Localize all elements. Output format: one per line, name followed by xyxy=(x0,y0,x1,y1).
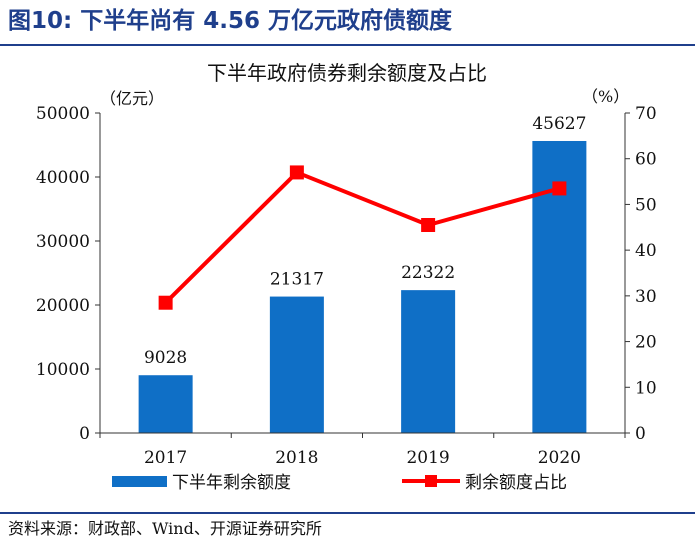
x-tick-label-2018: 2018 xyxy=(275,448,318,468)
ratio-line xyxy=(164,170,560,305)
x-tick-label-2017: 2017 xyxy=(144,448,187,468)
right-tick-label-20: 20 xyxy=(635,333,657,353)
bar-2018 xyxy=(269,296,324,433)
legend-bar-swatch xyxy=(112,476,167,487)
bar-value-label-2020: 45627 xyxy=(532,114,586,134)
source-note: 资料来源：财政部、Wind、开源证券研究所 xyxy=(8,519,322,538)
bar-data-labels: 9028 21317 22322 45627 xyxy=(144,114,586,368)
right-tick-label-0: 0 xyxy=(635,424,646,444)
left-tick-label-30000: 30000 xyxy=(36,232,90,252)
left-tick-label-40000: 40000 xyxy=(36,168,90,188)
ratio-point-2017 xyxy=(158,295,173,310)
bar-series xyxy=(138,140,587,434)
bar-value-label-2017: 9028 xyxy=(144,348,187,368)
legend-line-label: 剩余额度占比 xyxy=(465,473,567,493)
bar-2019 xyxy=(401,290,456,433)
source-rule xyxy=(0,512,695,514)
bar-2017 xyxy=(138,375,193,433)
left-tick-label-0: 0 xyxy=(79,424,90,444)
axes: 0 10000 20000 30000 40000 50000 0 10 20 30 40 50 60 7… xyxy=(36,104,657,468)
ratio-point-2020 xyxy=(552,181,567,196)
left-tick-label-20000: 20000 xyxy=(36,296,90,316)
right-tick-label-70: 70 xyxy=(635,104,657,124)
figure-number: 图10: xyxy=(8,8,73,34)
right-tick-label-10: 10 xyxy=(635,378,657,398)
legend: 下半年剩余额度 剩余额度占比 xyxy=(112,473,567,493)
x-tick-label-2020: 2020 xyxy=(538,448,581,468)
legend-bar-label: 下半年剩余额度 xyxy=(172,473,291,493)
title-rule xyxy=(0,44,695,46)
line-series xyxy=(158,165,567,310)
left-tick-label-50000: 50000 xyxy=(36,104,90,124)
right-tick-label-40: 40 xyxy=(635,241,657,261)
right-tick-label-60: 60 xyxy=(635,150,657,170)
ratio-point-2019 xyxy=(421,218,436,232)
left-tick-label-10000: 10000 xyxy=(36,360,90,380)
bar-value-label-2018: 21317 xyxy=(270,270,324,290)
left-axis-unit: （亿元） xyxy=(100,89,164,108)
right-tick-label-50: 50 xyxy=(635,195,657,215)
figure-title: 图10: 下半年尚有 4.56 万亿元政府债额度 xyxy=(8,4,452,38)
chart-title: 下半年政府债券剩余额度及占比 xyxy=(207,61,487,85)
figure-title-text: 下半年尚有 4.56 万亿元政府债额度 xyxy=(80,8,452,34)
ratio-point-2018 xyxy=(289,165,304,180)
x-tick-label-2019: 2019 xyxy=(406,448,449,468)
legend-line-marker xyxy=(425,475,437,487)
right-tick-label-30: 30 xyxy=(635,287,657,307)
right-axis-unit: （%） xyxy=(582,87,629,106)
bar-value-label-2019: 22322 xyxy=(401,263,455,283)
